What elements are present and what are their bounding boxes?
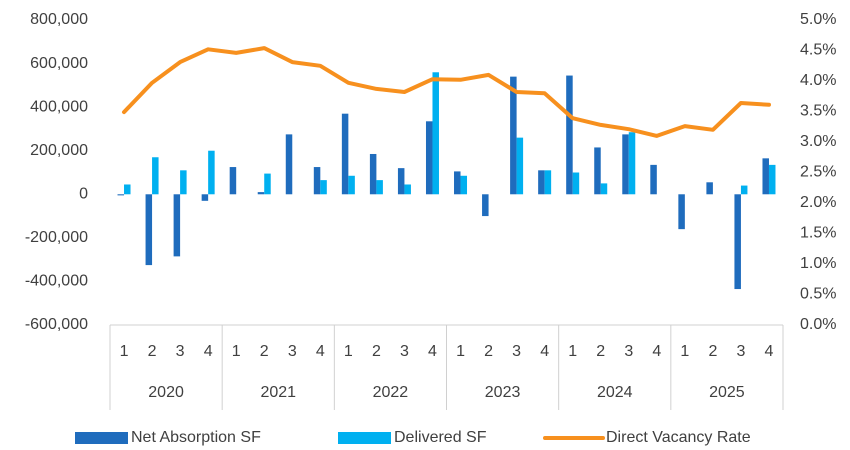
bar <box>734 194 741 290</box>
bar <box>369 153 377 195</box>
bar <box>257 192 265 195</box>
x-tick-label: 1 <box>680 343 689 360</box>
y2-tick-label: 4.5% <box>800 42 836 59</box>
bar <box>622 134 629 195</box>
year-label: 2025 <box>709 384 745 401</box>
bar <box>600 183 608 195</box>
bar <box>482 194 489 217</box>
x-tick-label: 4 <box>540 343 549 360</box>
x-tick-label: 2 <box>708 343 717 360</box>
year-label: 2021 <box>260 384 296 401</box>
x-tick-label: 3 <box>288 343 297 360</box>
bar <box>229 167 237 195</box>
x-tick-label: 2 <box>148 343 157 360</box>
year-label: 2020 <box>148 384 184 401</box>
bar <box>341 113 349 195</box>
bar <box>376 180 383 195</box>
y2-tick-label: 4.0% <box>800 72 836 89</box>
x-tick-label: 2 <box>484 343 493 360</box>
bar <box>404 184 411 195</box>
legend-swatch <box>75 432 128 444</box>
bar <box>516 137 524 195</box>
x-tick-label: 3 <box>400 343 409 360</box>
x-tick-label: 1 <box>456 343 465 360</box>
y-tick-label: 400,000 <box>30 98 88 115</box>
y2-tick-label: 1.5% <box>800 225 836 242</box>
y-tick-label: -600,000 <box>25 316 88 333</box>
bar <box>425 121 433 195</box>
x-tick-label: 1 <box>120 343 129 360</box>
y2-tick-label: 2.0% <box>800 194 836 211</box>
x-tick-label: 4 <box>652 343 661 360</box>
y2-tick-label: 5.0% <box>800 11 836 28</box>
bar <box>706 182 713 195</box>
year-label: 2023 <box>485 384 521 401</box>
year-label: 2024 <box>597 384 633 401</box>
legend-label: Net Absorption SF <box>131 429 261 446</box>
bar <box>650 164 657 195</box>
bar <box>145 194 153 266</box>
y-tick-label: 200,000 <box>30 142 88 159</box>
bar <box>320 180 327 195</box>
x-tick-label: 3 <box>176 343 185 360</box>
bar <box>510 76 517 195</box>
year-label: 2022 <box>373 384 409 401</box>
bar <box>313 167 321 195</box>
bar <box>460 175 468 195</box>
bar <box>348 175 355 195</box>
x-tick-label: 4 <box>765 343 774 360</box>
bar <box>432 72 439 195</box>
y-tick-label: 600,000 <box>30 55 88 72</box>
bar <box>628 132 636 195</box>
legend-swatch <box>338 432 391 444</box>
bar <box>180 170 187 195</box>
y2-tick-label: 2.5% <box>800 164 836 181</box>
y-tick-label: -400,000 <box>25 273 88 290</box>
bar <box>397 168 405 195</box>
x-tick-label: 3 <box>624 343 633 360</box>
y2-tick-label: 0.0% <box>800 316 836 333</box>
x-tick-label: 2 <box>260 343 269 360</box>
bar <box>201 194 209 201</box>
bar <box>538 170 545 195</box>
y2-tick-label: 1.0% <box>800 255 836 272</box>
x-tick-label: 1 <box>568 343 577 360</box>
bar <box>264 173 271 195</box>
bar <box>768 164 776 195</box>
x-tick-label: 3 <box>736 343 745 360</box>
x-tick-label: 1 <box>344 343 353 360</box>
bar <box>678 194 685 230</box>
x-tick-label: 4 <box>316 343 325 360</box>
legend-label: Delivered SF <box>394 429 487 446</box>
legend-label: Direct Vacancy Rate <box>606 429 751 446</box>
bar <box>208 150 215 195</box>
bar <box>152 157 159 195</box>
y-tick-label: 0 <box>79 186 88 203</box>
y2-tick-label: 3.5% <box>800 103 836 120</box>
bar <box>124 184 131 195</box>
y-tick-label: 800,000 <box>30 11 88 28</box>
x-tick-label: 2 <box>596 343 605 360</box>
y-tick-label: -200,000 <box>25 229 88 246</box>
x-tick-label: 4 <box>204 343 213 360</box>
x-tick-label: 4 <box>428 343 437 360</box>
bar <box>173 194 181 257</box>
x-tick-label: 3 <box>512 343 521 360</box>
bar <box>566 75 573 195</box>
line <box>122 46 771 138</box>
y2-tick-label: 0.5% <box>800 286 836 303</box>
bar <box>572 172 580 195</box>
bar <box>740 185 748 195</box>
y2-tick-label: 3.0% <box>800 133 836 150</box>
bar <box>762 158 769 195</box>
bar <box>117 194 125 196</box>
bar <box>594 147 601 195</box>
x-tick-label: 1 <box>232 343 241 360</box>
x-tick-label: 2 <box>372 343 381 360</box>
bar <box>544 170 552 195</box>
bar <box>454 171 461 195</box>
bar <box>285 134 293 195</box>
